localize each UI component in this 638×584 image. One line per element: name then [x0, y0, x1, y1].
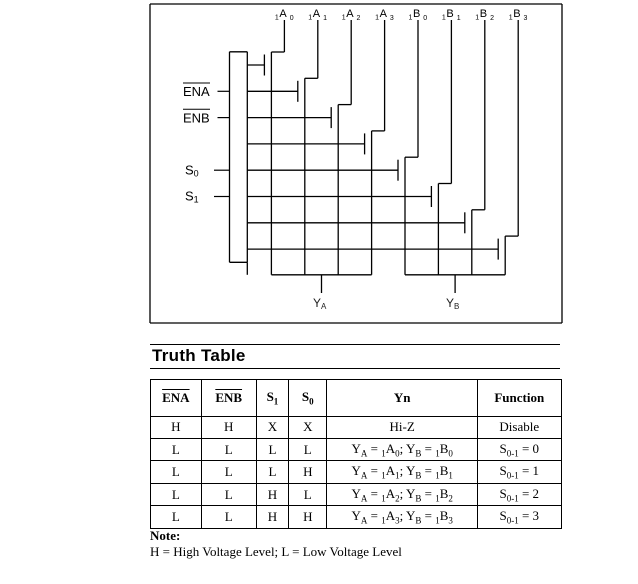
svg-text:S0: S0 — [185, 163, 199, 179]
svg-text:3: 3 — [524, 15, 528, 22]
svg-text:1: 1 — [375, 15, 379, 22]
svg-text:B: B — [413, 8, 420, 20]
svg-text:2: 2 — [490, 15, 494, 22]
svg-text:1: 1 — [308, 15, 312, 22]
svg-text:3: 3 — [390, 15, 394, 22]
svg-text:B: B — [446, 8, 453, 20]
svg-text:2: 2 — [357, 15, 361, 22]
svg-text:1: 1 — [275, 15, 279, 22]
svg-text:YA: YA — [313, 296, 327, 311]
svg-text:1: 1 — [342, 15, 346, 22]
svg-text:S1: S1 — [185, 189, 199, 205]
svg-text:B: B — [480, 8, 487, 20]
svg-text:1: 1 — [457, 15, 461, 22]
svg-text:A: A — [346, 8, 354, 20]
svg-text:0: 0 — [290, 15, 294, 22]
svg-text:ENB: ENB — [183, 111, 210, 126]
svg-text:A: A — [313, 8, 321, 20]
svg-text:ENA: ENA — [183, 84, 210, 99]
svg-text:A: A — [279, 8, 287, 20]
svg-text:1: 1 — [442, 15, 446, 22]
svg-text:0: 0 — [423, 15, 427, 22]
svg-text:YB: YB — [446, 296, 459, 311]
svg-text:B: B — [513, 8, 520, 20]
svg-text:1: 1 — [323, 15, 327, 22]
svg-text:1: 1 — [409, 15, 413, 22]
svg-text:1: 1 — [475, 15, 479, 22]
svg-text:A: A — [380, 8, 388, 20]
svg-text:1: 1 — [509, 15, 513, 22]
